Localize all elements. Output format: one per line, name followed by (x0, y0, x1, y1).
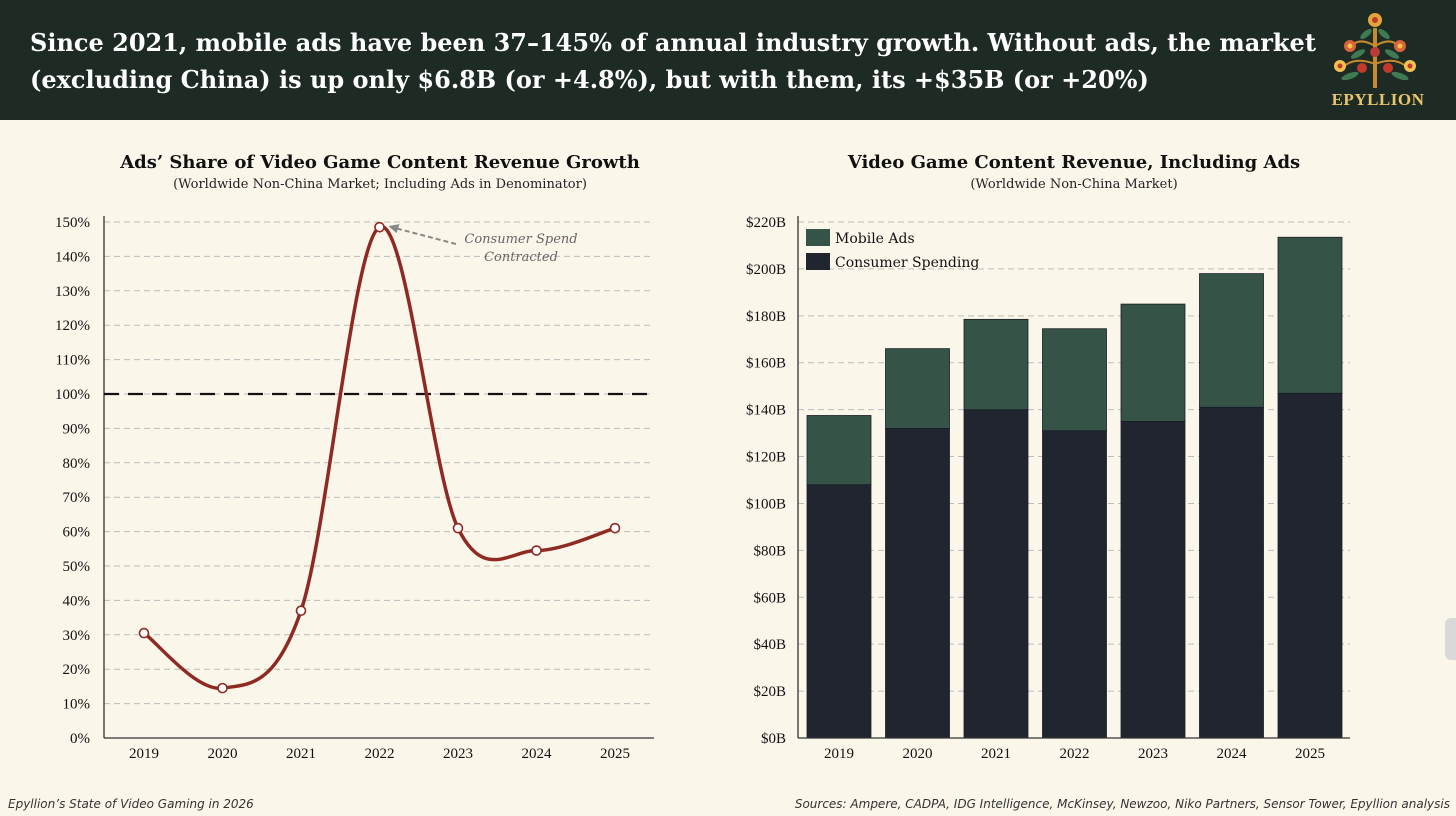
bar-consumer-spending (1042, 430, 1107, 739)
y-tick-label: 150% (55, 215, 90, 231)
y-tick-label: 10% (63, 697, 91, 713)
chart-subtitle: (Worldwide Non-China Market) (970, 177, 1177, 192)
legend-label: Consumer Spending (835, 255, 979, 271)
legend-swatch (806, 253, 830, 270)
x-tick-label: 2023 (1138, 746, 1168, 762)
chart-title: Video Game Content Revenue, Including Ad… (847, 152, 1300, 173)
y-tick-label: 30% (63, 628, 91, 644)
y-tick-label: $20B (753, 684, 786, 700)
data-point (217, 682, 228, 694)
y-tick-label: 120% (55, 318, 90, 334)
y-tick-label: $220B (746, 215, 786, 231)
x-tick-label: 2019 (129, 746, 159, 762)
y-tick-label: 60% (63, 525, 91, 541)
chart-subtitle: (Worldwide Non-China Market; Including A… (173, 177, 587, 192)
x-tick-label: 2020 (208, 746, 238, 762)
bar-consumer-spending (885, 427, 950, 739)
x-tick-label: 2025 (1295, 746, 1325, 762)
y-tick-label: 50% (63, 559, 91, 575)
y-tick-label: $160B (746, 356, 786, 372)
y-tick-label: $60B (753, 590, 786, 606)
annotation-text: Contracted (484, 250, 558, 265)
y-tick-label: 80% (63, 456, 91, 472)
bar-mobile-ads (806, 415, 872, 486)
x-tick-label: 2022 (365, 746, 395, 762)
y-tick-label: $120B (746, 450, 786, 466)
bar-mobile-ads (1277, 236, 1343, 394)
y-tick-label: 20% (63, 662, 91, 678)
revenue-chart: Video Game Content Revenue, Including Ad… (728, 120, 1456, 780)
ads-share-chart-svg: Ads’ Share of Video Game Content Revenue… (55, 152, 654, 762)
bar-mobile-ads (1120, 303, 1186, 422)
bar-mobile-ads (963, 318, 1029, 411)
y-tick-label: $0B (761, 731, 786, 747)
y-tick-label: 130% (55, 284, 90, 300)
y-tick-label: $140B (746, 403, 786, 419)
legend-label: Mobile Ads (835, 231, 915, 247)
x-tick-label: 2025 (600, 746, 630, 762)
bar-mobile-ads (885, 348, 950, 429)
bar-mobile-ads (1042, 328, 1107, 432)
brand-name: EPYLLION (1331, 90, 1425, 109)
x-tick-label: 2023 (443, 746, 473, 762)
y-tick-label: 40% (63, 593, 91, 609)
data-point (452, 522, 464, 534)
floral-tree-icon (1334, 13, 1416, 88)
bar-mobile-ads (1199, 273, 1264, 408)
y-tick-label: 140% (55, 249, 90, 265)
x-tick-label: 2021 (286, 746, 316, 762)
bar-consumer-spending (1199, 406, 1264, 739)
bar-consumer-spending (963, 409, 1029, 739)
revenue-chart-svg: Video Game Content Revenue, Including Ad… (746, 152, 1350, 762)
bar-consumer-spending (806, 484, 872, 739)
data-point (138, 627, 150, 639)
y-tick-label: 110% (56, 353, 90, 369)
data-point (374, 221, 385, 233)
scroll-handle[interactable] (1445, 618, 1456, 660)
bar-consumer-spending (1120, 420, 1186, 739)
data-point (531, 545, 542, 556)
series-line (142, 225, 616, 690)
data-point (295, 605, 307, 617)
y-tick-label: $80B (753, 543, 786, 559)
y-tick-label: 100% (55, 387, 90, 403)
y-tick-label: $100B (746, 496, 786, 512)
annotation-arrow-line (395, 227, 457, 245)
x-tick-label: 2020 (903, 746, 933, 762)
x-tick-label: 2022 (1060, 746, 1090, 762)
annotation-arrow-head (388, 224, 400, 234)
ads-share-chart: Ads’ Share of Video Game Content Revenue… (0, 120, 728, 780)
x-tick-label: 2024 (522, 746, 553, 762)
legend-swatch (806, 229, 830, 246)
x-tick-label: 2021 (981, 746, 1011, 762)
footer-credit: Epyllion’s State of Video Gaming in 2026 (8, 797, 254, 811)
y-tick-label: $200B (746, 262, 786, 278)
header-banner: Since 2021, mobile ads have been 37–145%… (0, 0, 1456, 120)
y-tick-label: $40B (753, 637, 786, 653)
x-tick-label: 2024 (1217, 746, 1248, 762)
headline: Since 2021, mobile ads have been 37–145%… (30, 28, 1316, 94)
footer-sources: Sources: Ampere, CADPA, IDG Intelligence… (794, 797, 1450, 811)
y-tick-label: 0% (70, 731, 90, 747)
bar-consumer-spending (1277, 392, 1343, 739)
annotation-text: Consumer Spend (464, 232, 577, 247)
y-tick-label: $180B (746, 309, 786, 325)
chart-title: Ads’ Share of Video Game Content Revenue… (119, 152, 640, 173)
x-tick-label: 2019 (824, 746, 854, 762)
y-tick-label: 90% (63, 421, 91, 437)
y-tick-label: 70% (63, 490, 91, 506)
data-point (609, 522, 621, 534)
